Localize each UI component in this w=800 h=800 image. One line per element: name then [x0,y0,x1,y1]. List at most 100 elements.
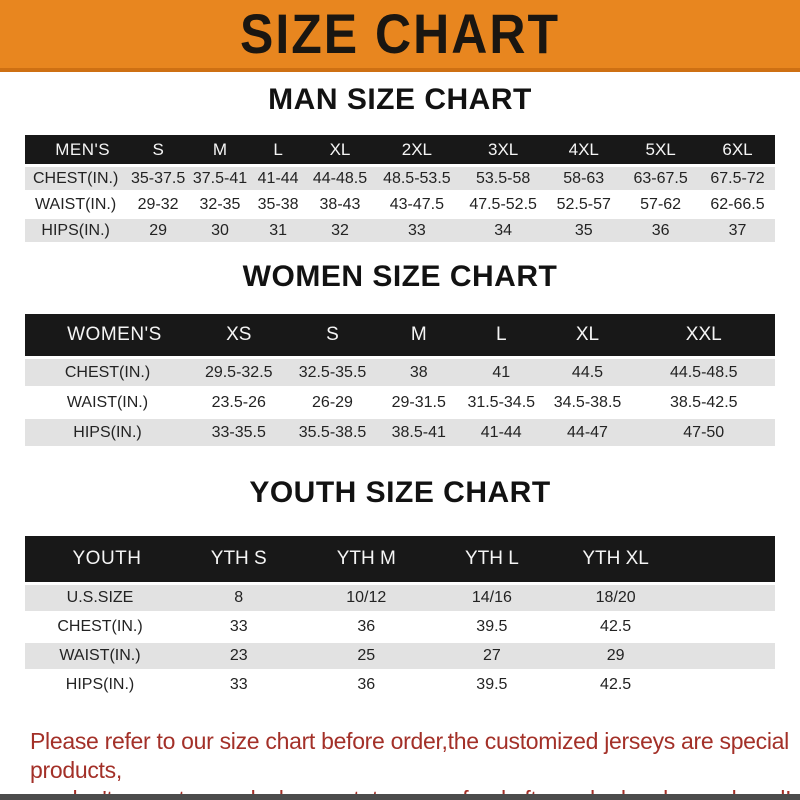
disclaimer-note: Please refer to our size chart before or… [30,727,800,800]
spacer-cell [677,672,775,698]
men-col-header: L [250,135,307,164]
size-cell: 33 [175,614,303,640]
size-cell: 31 [250,219,307,242]
size-cell: 58-63 [546,167,622,190]
size-cell: 29-31.5 [377,389,460,416]
men-section-heading: MAN SIZE CHART [268,83,532,116]
size-cell: 41 [460,359,543,386]
table-row: CHEST(IN.) 29.5-32.5 32.5-35.5 38 41 44.… [25,359,775,386]
youth-col-header: YTH XL [553,536,678,582]
size-cell: 38 [377,359,460,386]
size-cell: 36 [302,672,430,698]
size-cell: 67.5-72 [700,167,775,190]
women-col-header: XL [542,314,633,356]
men-col-header: 3XL [460,135,547,164]
size-cell: 29 [126,219,190,242]
size-cell: 33-35.5 [190,419,288,446]
row-label: WAIST(IN.) [25,643,175,669]
men-size-table: MEN'S S M L XL 2XL 3XL 4XL 5XL 6XL CHEST… [25,132,775,245]
size-cell: 23 [175,643,303,669]
table-row: HIPS(IN.) 29 30 31 32 33 34 35 36 37 [25,219,775,242]
men-col-header: M [190,135,250,164]
table-row: CHEST(IN.) 35-37.5 37.5-41 41-44 44-48.5… [25,167,775,190]
size-cell: 44-47 [542,419,633,446]
youth-col-header: YTH M [302,536,430,582]
table-row: U.S.SIZE 8 10/12 14/16 18/20 [25,585,775,611]
size-cell: 34 [460,219,547,242]
row-label: HIPS(IN.) [25,672,175,698]
bottom-divider [0,794,800,800]
size-cell: 52.5-57 [546,193,622,216]
row-label: HIPS(IN.) [25,219,127,242]
size-cell: 44.5-48.5 [632,359,775,386]
size-cell: 42.5 [553,672,678,698]
size-cell: 38-43 [306,193,374,216]
men-header-row: MEN'S S M L XL 2XL 3XL 4XL 5XL 6XL [25,135,775,164]
size-cell: 36 [621,219,700,242]
women-col-header: XS [190,314,288,356]
spacer-cell [677,614,775,640]
size-cell: 29 [553,643,678,669]
row-label: HIPS(IN.) [25,419,190,446]
table-row: WAIST(IN.) 23 25 27 29 [25,643,775,669]
size-cell: 41-44 [250,167,307,190]
disclaimer-line-1: Please refer to our size chart before or… [30,728,789,783]
youth-col-header: YTH S [175,536,303,582]
size-cell: 37 [700,219,775,242]
size-cell: 25 [302,643,430,669]
size-cell: 44.5 [542,359,633,386]
men-col-header: 2XL [373,135,460,164]
men-col-header: XL [306,135,374,164]
women-col-header: M [377,314,460,356]
table-row: WAIST(IN.) 29-32 32-35 35-38 38-43 43-47… [25,193,775,216]
men-corner-label: MEN'S [25,135,127,164]
youth-size-table: YOUTH YTH S YTH M YTH L YTH XL U.S.SIZE … [25,533,775,701]
spacer-cell [677,585,775,611]
size-cell: 38.5-41 [377,419,460,446]
size-cell: 23.5-26 [190,389,288,416]
size-cell: 31.5-34.5 [460,389,543,416]
youth-col-header: YTH L [430,536,554,582]
table-row: HIPS(IN.) 33 36 39.5 42.5 [25,672,775,698]
size-cell: 35.5-38.5 [287,419,378,446]
size-cell: 39.5 [430,672,554,698]
size-cell: 32-35 [190,193,250,216]
men-col-header: S [126,135,190,164]
size-cell: 35 [546,219,622,242]
youth-section-heading: YOUTH SIZE CHART [249,476,551,509]
size-cell: 57-62 [621,193,700,216]
size-cell: 10/12 [302,585,430,611]
size-cell: 48.5-53.5 [373,167,460,190]
banner: SIZE CHART [0,0,800,72]
row-label: CHEST(IN.) [25,359,190,386]
size-cell: 41-44 [460,419,543,446]
women-size-table: WOMEN'S XS S M L XL XXL CHEST(IN.) 29.5-… [25,311,775,449]
size-cell: 47-50 [632,419,775,446]
youth-header-row: YOUTH YTH S YTH M YTH L YTH XL [25,536,775,582]
size-cell: 35-37.5 [126,167,190,190]
women-col-header: XXL [632,314,775,356]
size-cell: 44-48.5 [306,167,374,190]
size-cell: 33 [175,672,303,698]
size-cell: 53.5-58 [460,167,547,190]
size-cell: 8 [175,585,303,611]
size-cell: 42.5 [553,614,678,640]
size-cell: 29-32 [126,193,190,216]
women-header-row: WOMEN'S XS S M L XL XXL [25,314,775,356]
row-label: WAIST(IN.) [25,193,127,216]
size-cell: 38.5-42.5 [632,389,775,416]
size-cell: 30 [190,219,250,242]
youth-corner-label: YOUTH [25,536,175,582]
size-cell: 27 [430,643,554,669]
size-cell: 26-29 [287,389,378,416]
size-cell: 36 [302,614,430,640]
row-label: U.S.SIZE [25,585,175,611]
table-row: CHEST(IN.) 33 36 39.5 42.5 [25,614,775,640]
size-cell: 33 [373,219,460,242]
size-cell: 34.5-38.5 [542,389,633,416]
size-cell: 35-38 [250,193,307,216]
women-col-header: L [460,314,543,356]
size-cell: 37.5-41 [190,167,250,190]
spacer-cell [677,643,775,669]
